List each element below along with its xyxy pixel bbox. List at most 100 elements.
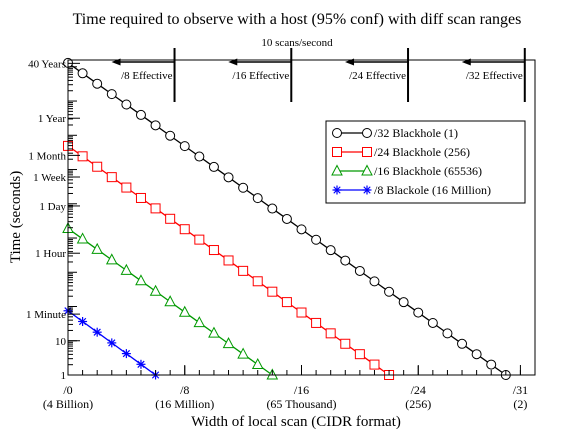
plot-frame (67, 59, 536, 376)
data-point (76, 232, 89, 244)
data-point (369, 359, 380, 370)
data-point (311, 234, 322, 245)
x-tick-sublabel: (16 Million) (155, 397, 214, 411)
y-tick-label: 1 (61, 370, 67, 382)
data-point (281, 213, 292, 224)
legend-item: /16 Blackhole (65536) (331, 164, 482, 178)
legend-item: /32 Blackhole (1) (332, 126, 458, 140)
data-point (135, 192, 146, 203)
data-point (92, 78, 103, 89)
data-point (331, 164, 343, 176)
effective-label: /16 Effective (232, 70, 289, 82)
data-point (251, 357, 264, 370)
data-point (471, 349, 482, 360)
effective-label: /8 Effective (121, 70, 173, 82)
x-tick-label: /0 (63, 383, 72, 397)
y-axis: 1 10 1 Minute 1 Hour 1 Day 1 Week 1 Month 1 Yea… (26, 58, 80, 382)
data-point (208, 326, 220, 338)
data-point (208, 245, 219, 256)
data-point (237, 347, 249, 359)
data-point (164, 295, 176, 307)
data-point (369, 276, 380, 287)
data-point (222, 337, 235, 349)
x-tick-sublabel: (65 Thousand) (266, 397, 336, 411)
data-point (223, 255, 234, 266)
data-point (311, 317, 322, 328)
data-point (457, 338, 468, 349)
x-tick-label: /31 (513, 383, 528, 397)
data-point (413, 307, 424, 318)
data-point (223, 172, 234, 183)
data-point (267, 286, 278, 297)
data-point (121, 349, 131, 359)
y-tick-label: 1 Week (33, 172, 66, 184)
data-point (427, 317, 438, 328)
series (63, 306, 161, 380)
legend-label: /8 Blackole (16 Million) (374, 183, 491, 197)
x-axis: /0(4 Billion) /8(16 Million) /16(65 Thousa… (43, 365, 536, 411)
data-point (332, 128, 342, 138)
data-point (325, 245, 336, 256)
data-point (106, 89, 117, 100)
y-tick-label: 10 (55, 336, 67, 348)
data-point (107, 338, 117, 348)
data-point (77, 151, 88, 162)
data-point (362, 147, 372, 157)
data-point (384, 286, 395, 297)
x-tick-sublabel: (256) (405, 397, 431, 411)
x-tick-label: /16 (294, 383, 309, 397)
y-tick-label: 1 Year (38, 113, 66, 125)
data-point (92, 161, 103, 172)
data-point (362, 128, 372, 138)
data-point (332, 185, 342, 195)
data-point (238, 182, 249, 193)
data-point (325, 328, 336, 339)
data-point (252, 276, 263, 287)
x-tick-label: /8 (180, 383, 189, 397)
series (63, 57, 511, 380)
data-point (340, 338, 351, 349)
data-point (296, 307, 307, 318)
data-point (354, 349, 365, 360)
legend-label: /16 Blackhole (65536) (374, 164, 482, 178)
data-point (121, 99, 132, 110)
x-tick-sublabel: (2) (513, 397, 527, 411)
y-tick-label: 1 Day (39, 201, 66, 213)
effective-label: /32 Effective (466, 70, 523, 82)
chart-title: Time required to observe with a host (95… (73, 11, 522, 28)
data-point (194, 151, 205, 162)
data-point (78, 316, 88, 326)
legend-box (325, 120, 526, 204)
y-tick-label: 1 Month (28, 150, 66, 162)
data-point (361, 164, 373, 176)
legend-label: /32 Blackhole (1) (374, 126, 458, 140)
data-point (149, 284, 162, 296)
data-point (135, 274, 147, 286)
data-point (362, 185, 372, 195)
y-tick-label: 1 Minute (26, 309, 66, 321)
data-point (281, 297, 292, 308)
data-point (91, 242, 104, 254)
x-axis-label: Width of local scan (CIDR format) (191, 414, 401, 430)
data-point (179, 224, 190, 235)
data-point (165, 130, 176, 141)
data-point (332, 147, 342, 157)
data-point (120, 263, 133, 275)
y-tick-label: 1 Hour (35, 248, 66, 260)
effective-annotations: /8 Effective/16 Effective/24 Effective/3… (111, 48, 526, 102)
x-tick-sublabel: (4 Billion) (43, 397, 93, 411)
data-point (398, 297, 409, 308)
y-axis-label: Time (seconds) (8, 171, 24, 263)
data-point (486, 359, 497, 370)
data-point (136, 359, 146, 369)
data-point (442, 328, 453, 339)
data-point (106, 172, 117, 183)
series (62, 221, 279, 380)
data-point (267, 203, 278, 214)
data-point (178, 305, 191, 317)
series-layer (62, 57, 511, 380)
x-tick-label: /24 (411, 383, 426, 397)
data-point (194, 234, 205, 245)
data-point (150, 120, 161, 131)
